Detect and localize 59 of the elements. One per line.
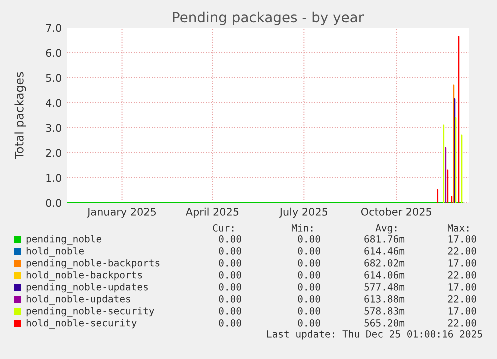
text: 0.00 bbox=[298, 307, 320, 315]
y-tick-label: 1.0 bbox=[46, 174, 62, 182]
text: 0.00 bbox=[219, 319, 242, 327]
text: 0.00 bbox=[298, 295, 320, 303]
text: 565.20m bbox=[364, 319, 405, 327]
legend-label: hold_noble-backports bbox=[26, 271, 142, 281]
y-tick-label: 3.0 bbox=[46, 124, 62, 132]
legend-label: hold_noble bbox=[26, 247, 84, 257]
text: 0.00 bbox=[298, 283, 320, 291]
x-tick-label: July 2025 bbox=[279, 208, 328, 218]
text: 614.06m bbox=[364, 271, 405, 279]
text: 0.00 bbox=[219, 307, 242, 315]
text: 0.00 bbox=[219, 247, 242, 255]
chart-title: Pending packages - by year bbox=[173, 12, 364, 26]
text: 0.00 bbox=[298, 235, 320, 243]
text: 681.76m bbox=[364, 235, 405, 243]
text: Min: bbox=[292, 224, 313, 232]
y-tick-label: 5.0 bbox=[46, 74, 62, 82]
text: 17.00 bbox=[448, 307, 476, 315]
text: Last update: Thu Dec 25 01:00:16 2025 bbox=[267, 330, 482, 340]
y-tick-label: 6.0 bbox=[46, 49, 62, 58]
text: 577.48m bbox=[364, 283, 405, 291]
text: 0.00 bbox=[298, 247, 320, 255]
text: Cur: bbox=[213, 224, 234, 232]
text: 22.00 bbox=[448, 319, 476, 327]
x-tick-label: October 2025 bbox=[361, 208, 432, 216]
y-tick-label: 2.0 bbox=[46, 149, 62, 158]
text: 17.00 bbox=[448, 235, 476, 243]
text: 22.00 bbox=[448, 247, 476, 255]
legend-label: hold_noble-updates bbox=[26, 295, 130, 305]
text: 0.00 bbox=[298, 259, 320, 267]
text: 17.00 bbox=[448, 259, 476, 267]
y-axis-title: Total packages bbox=[14, 72, 26, 160]
y-tick-label: 0.0 bbox=[46, 199, 62, 208]
text: 682.02m bbox=[364, 259, 405, 267]
text: Max: bbox=[448, 224, 469, 232]
text: 0.00 bbox=[298, 319, 320, 327]
text: 614.46m bbox=[364, 247, 405, 255]
legend-label: hold_noble-security bbox=[26, 319, 137, 329]
text: 0.00 bbox=[219, 271, 242, 279]
text: 22.00 bbox=[448, 271, 476, 279]
text: 0.00 bbox=[219, 283, 242, 291]
text: 17.00 bbox=[448, 283, 476, 291]
x-tick-label: April 2025 bbox=[186, 208, 239, 218]
y-tick-label: 4.0 bbox=[46, 99, 62, 108]
text: 613.88m bbox=[364, 295, 405, 303]
text: 0.00 bbox=[219, 259, 242, 267]
text: 0.00 bbox=[298, 271, 320, 279]
legend-label: pending_noble-security bbox=[26, 307, 154, 317]
text: Avg: bbox=[376, 224, 397, 234]
text: 578.83m bbox=[364, 307, 405, 315]
text: 0.00 bbox=[219, 295, 242, 303]
y-tick-label: 7.0 bbox=[46, 24, 62, 32]
text: 0.00 bbox=[219, 235, 242, 243]
legend-label: pending_noble-updates bbox=[26, 283, 148, 293]
text: 22.00 bbox=[448, 295, 476, 303]
legend-label: pending_noble bbox=[26, 235, 102, 245]
legend-label: pending_noble-backports bbox=[26, 259, 160, 269]
x-tick-label: January 2025 bbox=[87, 208, 156, 218]
